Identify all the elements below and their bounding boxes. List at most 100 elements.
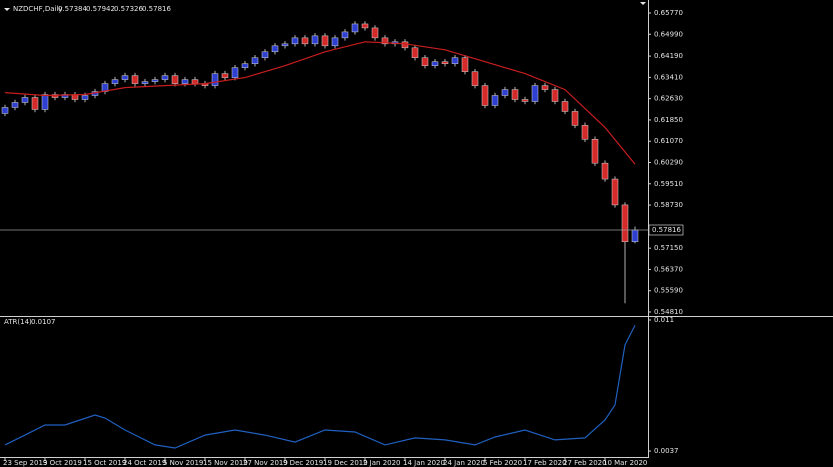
candle-body bbox=[381, 37, 389, 45]
candle-body bbox=[621, 204, 629, 243]
current-price-box bbox=[648, 224, 684, 236]
candle-body bbox=[421, 57, 429, 66]
candle-body bbox=[581, 125, 589, 140]
candle-body bbox=[251, 57, 259, 64]
y-tick-label: 0.55590 bbox=[654, 287, 683, 295]
candle-body bbox=[161, 75, 169, 80]
y-tick-label: 0.63410 bbox=[654, 73, 683, 81]
y-tick-label: 0.59510 bbox=[654, 180, 683, 188]
candle-body bbox=[451, 57, 459, 64]
candle-body bbox=[611, 178, 619, 206]
y-tick-label: 0.54810 bbox=[654, 308, 683, 316]
y-tick-label: 0.011 bbox=[654, 316, 674, 324]
candle-body bbox=[281, 43, 289, 47]
candle-body bbox=[231, 67, 239, 78]
x-tick-label: 17 Feb 2020 bbox=[523, 459, 567, 467]
candle-body bbox=[151, 79, 159, 82]
candle-body bbox=[81, 95, 89, 100]
candle-body bbox=[501, 89, 509, 96]
candle-body bbox=[431, 61, 439, 66]
candle-body bbox=[311, 35, 319, 45]
candle-body bbox=[1, 107, 9, 114]
x-tick-label: 2 Jan 2020 bbox=[363, 459, 401, 467]
candle-body bbox=[291, 37, 299, 45]
candle-body bbox=[591, 139, 599, 164]
x-tick-label: 3 Oct 2019 bbox=[43, 459, 82, 467]
x-tick-label: 15 Nov 2019 bbox=[203, 459, 248, 467]
candle-body bbox=[131, 75, 139, 84]
candle-body bbox=[571, 111, 579, 126]
candle-body bbox=[111, 79, 119, 84]
current-price-label: 0.57816 bbox=[652, 226, 681, 234]
chart-title: NZDCHF,Daily bbox=[13, 5, 63, 13]
candle-body bbox=[181, 79, 189, 84]
x-tick-label: 27 Nov 2019 bbox=[243, 459, 288, 467]
menu-arrow bbox=[4, 8, 10, 11]
y-tick-label: 0.64190 bbox=[654, 52, 683, 60]
indicator-value: 0.0107 bbox=[31, 318, 56, 326]
candle-body bbox=[541, 85, 549, 90]
y-tick-label: 0.60290 bbox=[654, 159, 683, 167]
candle-body bbox=[271, 45, 279, 53]
y-tick-label: 0.61850 bbox=[654, 116, 683, 124]
candle-body bbox=[141, 81, 149, 84]
scroll-marker bbox=[640, 2, 646, 5]
candle-body bbox=[371, 27, 379, 39]
candle-body bbox=[471, 71, 479, 86]
candle-body bbox=[531, 85, 539, 102]
candle-body bbox=[411, 47, 419, 58]
candle-body bbox=[401, 41, 409, 49]
candle-body bbox=[521, 99, 529, 102]
candle-body bbox=[241, 63, 249, 68]
y-tick-label: 0.64990 bbox=[654, 30, 683, 38]
candle-body bbox=[171, 75, 179, 84]
ohlc-close: 0.57816 bbox=[142, 5, 171, 13]
candle-body bbox=[261, 51, 269, 58]
y-tick-label: 0.61070 bbox=[654, 137, 683, 145]
atr-line bbox=[4, 325, 636, 449]
y-tick-label: 0.62630 bbox=[654, 95, 683, 103]
candle-body bbox=[631, 229, 639, 243]
ohlc-low: 0.57326 bbox=[114, 5, 143, 13]
candle-body bbox=[321, 35, 329, 47]
candle-body bbox=[511, 89, 519, 100]
y-tick-label: 0.57150 bbox=[654, 244, 683, 252]
ohlc-open: 0.57384 bbox=[58, 5, 87, 13]
indicator-title: ATR(14) bbox=[4, 318, 32, 326]
x-tick-label: 24 Jan 2020 bbox=[443, 459, 485, 467]
candle-body bbox=[351, 23, 359, 33]
candle-body bbox=[211, 73, 219, 86]
candle-body bbox=[491, 95, 499, 106]
x-tick-label: 5 Feb 2020 bbox=[483, 459, 522, 467]
x-tick-label: 10 Mar 2020 bbox=[603, 459, 647, 467]
moving-average-line bbox=[4, 41, 636, 165]
x-tick-label: 19 Dec 2019 bbox=[323, 459, 368, 467]
x-tick-label: 9 Dec 2019 bbox=[283, 459, 323, 467]
ohlc-high: 0.57942 bbox=[86, 5, 115, 13]
candle-body bbox=[331, 37, 339, 47]
x-tick-label: 24 Oct 2019 bbox=[123, 459, 166, 467]
candle-body bbox=[11, 102, 19, 108]
candle-body bbox=[41, 94, 49, 110]
y-tick-label: 0.56370 bbox=[654, 265, 683, 273]
candle-body bbox=[461, 57, 469, 72]
x-tick-label: 15 Oct 2019 bbox=[83, 459, 126, 467]
x-tick-label: 14 Jan 2020 bbox=[403, 459, 445, 467]
candle-body bbox=[21, 97, 29, 103]
x-tick-label: 23 Sep 2019 bbox=[3, 459, 47, 467]
y-tick-label: 0.65770 bbox=[654, 9, 683, 17]
candle-body bbox=[221, 73, 229, 78]
candle-body bbox=[561, 101, 569, 112]
candle-body bbox=[601, 162, 609, 180]
candle-body bbox=[551, 89, 559, 102]
candle-body bbox=[441, 61, 449, 64]
candle-body bbox=[301, 37, 309, 45]
x-tick-label: 5 Nov 2019 bbox=[163, 459, 203, 467]
candle-body bbox=[481, 85, 489, 106]
candle-body bbox=[31, 97, 39, 110]
y-tick-label: 0.0037 bbox=[654, 447, 679, 455]
candle-body bbox=[191, 79, 199, 84]
candle-body bbox=[51, 94, 59, 98]
